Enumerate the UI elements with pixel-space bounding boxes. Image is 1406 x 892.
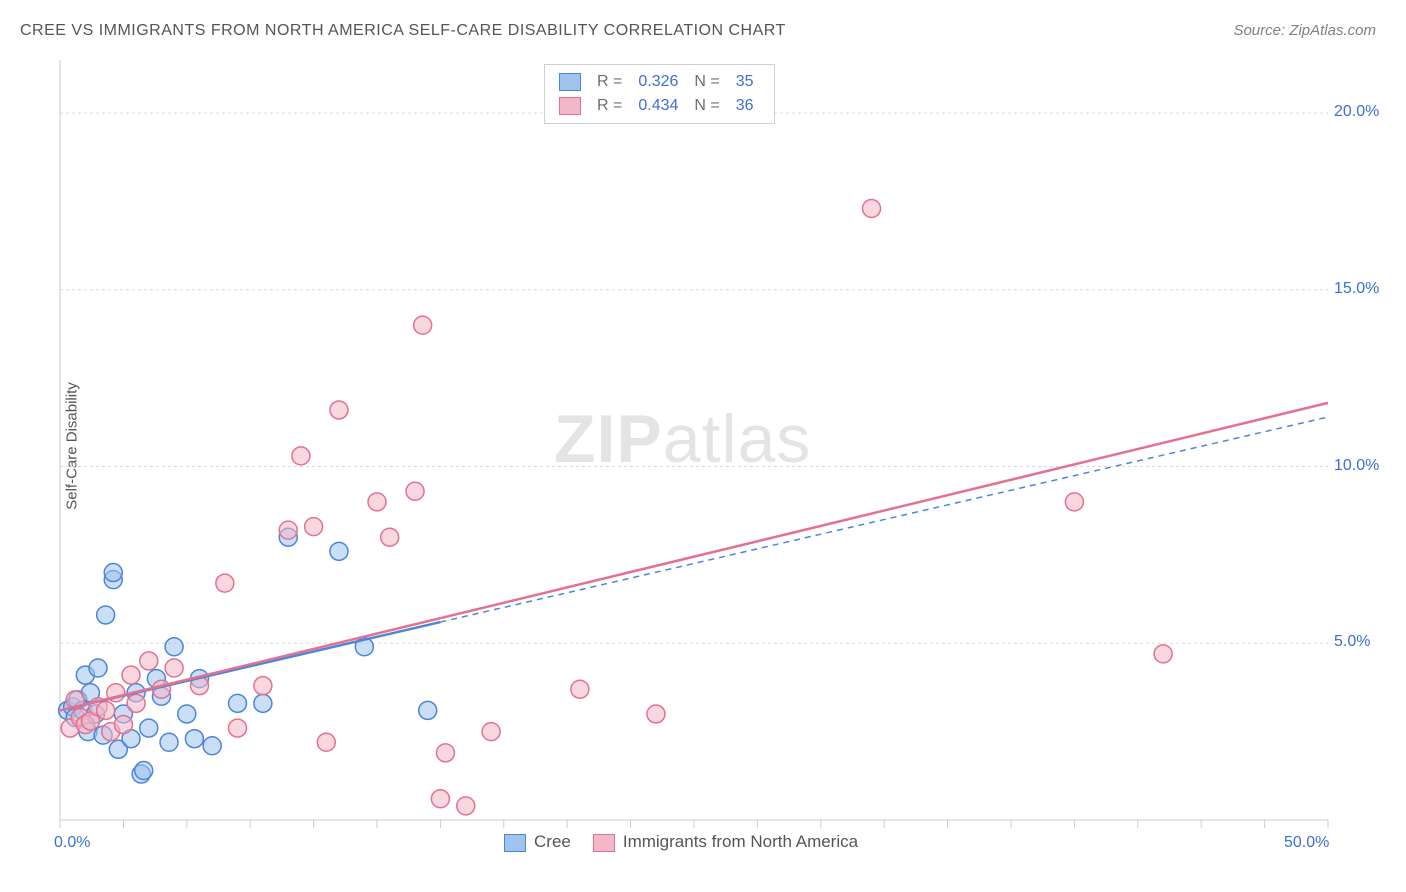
scatter-chart: ZIPatlas R =0.326N =35R =0.434N =36 Cree… xyxy=(48,60,1388,830)
axis-tick-label: 15.0% xyxy=(1334,280,1379,298)
legend-r-value: 0.434 xyxy=(634,95,688,117)
legend-n-value: 35 xyxy=(732,71,764,93)
legend-swatch xyxy=(504,834,526,852)
correlation-legend: R =0.326N =35R =0.434N =36 xyxy=(544,64,775,124)
series-legend: Cree Immigrants from North America xyxy=(504,832,880,852)
legend-label: Cree xyxy=(534,832,571,851)
chart-title: CREE VS IMMIGRANTS FROM NORTH AMERICA SE… xyxy=(20,22,786,40)
axis-tick-label: 50.0% xyxy=(1284,834,1329,852)
legend-swatch xyxy=(593,834,615,852)
legend-swatch xyxy=(559,97,581,115)
legend-row: R =0.434N =36 xyxy=(555,95,764,117)
axis-tick-label: 20.0% xyxy=(1334,103,1379,121)
legend-row: R =0.326N =35 xyxy=(555,71,764,93)
chart-canvas xyxy=(48,60,1388,830)
legend-n-label: N = xyxy=(690,71,729,93)
axis-tick-label: 5.0% xyxy=(1334,633,1370,651)
axis-tick-label: 10.0% xyxy=(1334,457,1379,475)
legend-item: Immigrants from North America xyxy=(593,832,858,851)
source-attribution: Source: ZipAtlas.com xyxy=(1233,22,1376,39)
legend-item: Cree xyxy=(504,832,571,851)
legend-r-label: R = xyxy=(593,95,632,117)
legend-r-label: R = xyxy=(593,71,632,93)
axis-tick-label: 0.0% xyxy=(54,834,90,852)
legend-r-value: 0.326 xyxy=(634,71,688,93)
legend-label: Immigrants from North America xyxy=(623,832,858,851)
legend-swatch xyxy=(559,73,581,91)
legend-n-label: N = xyxy=(690,95,729,117)
legend-n-value: 36 xyxy=(732,95,764,117)
